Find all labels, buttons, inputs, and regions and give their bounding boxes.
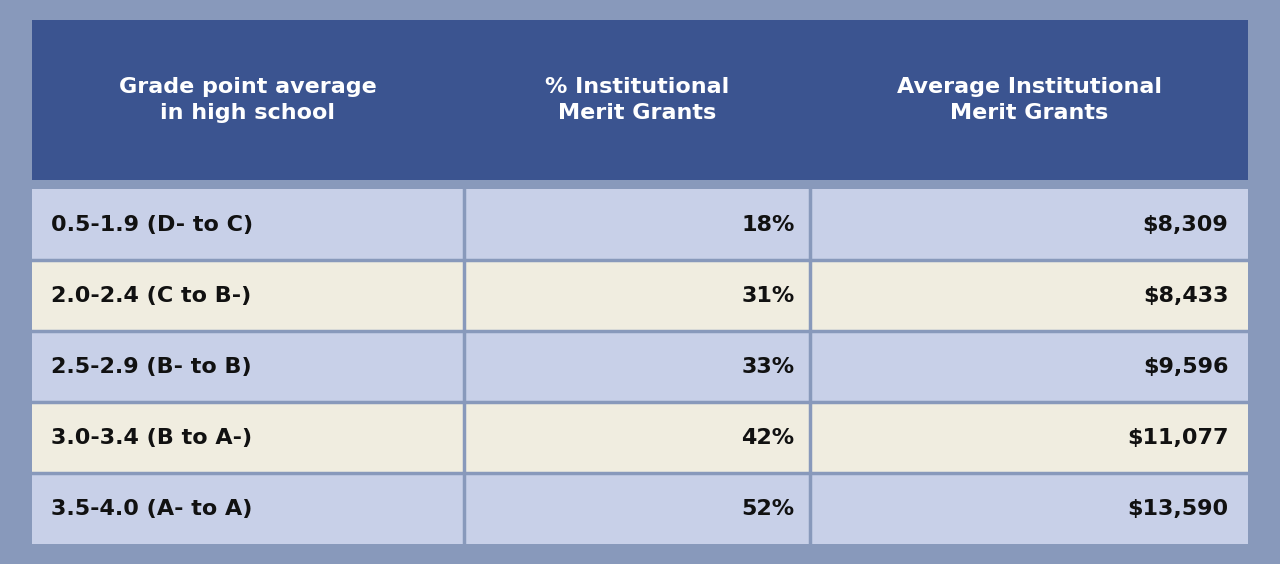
Bar <box>32 260 463 331</box>
Bar <box>463 189 810 260</box>
Bar <box>32 189 463 260</box>
Text: 31%: 31% <box>741 286 795 306</box>
Text: 3.5-4.0 (A- to A): 3.5-4.0 (A- to A) <box>51 499 253 519</box>
Bar <box>463 260 810 331</box>
Bar <box>32 402 463 473</box>
Bar <box>810 402 1248 473</box>
Text: 42%: 42% <box>741 428 795 448</box>
Bar <box>32 331 463 402</box>
Text: 2.0-2.4 (C to B-): 2.0-2.4 (C to B-) <box>51 286 252 306</box>
Bar <box>463 331 810 402</box>
Text: Average Institutional
Merit Grants: Average Institutional Merit Grants <box>896 77 1162 122</box>
Bar <box>810 473 1248 544</box>
Text: 52%: 52% <box>741 499 795 519</box>
Text: $9,596: $9,596 <box>1143 356 1229 377</box>
Bar <box>32 473 463 544</box>
Text: 18%: 18% <box>741 215 795 235</box>
Text: 3.0-3.4 (B to A-): 3.0-3.4 (B to A-) <box>51 428 252 448</box>
Bar <box>32 20 1248 180</box>
Bar <box>810 189 1248 260</box>
Text: Grade point average
in high school: Grade point average in high school <box>119 77 376 122</box>
Text: $8,433: $8,433 <box>1143 286 1229 306</box>
Text: 2.5-2.9 (B- to B): 2.5-2.9 (B- to B) <box>51 356 252 377</box>
Bar <box>463 402 810 473</box>
Bar <box>810 260 1248 331</box>
Text: % Institutional
Merit Grants: % Institutional Merit Grants <box>545 77 730 122</box>
Text: $11,077: $11,077 <box>1126 428 1229 448</box>
Text: 33%: 33% <box>741 356 795 377</box>
Text: $13,590: $13,590 <box>1128 499 1229 519</box>
Text: $8,309: $8,309 <box>1143 215 1229 235</box>
Bar <box>810 331 1248 402</box>
Bar <box>463 473 810 544</box>
Text: 0.5-1.9 (D- to C): 0.5-1.9 (D- to C) <box>51 215 253 235</box>
